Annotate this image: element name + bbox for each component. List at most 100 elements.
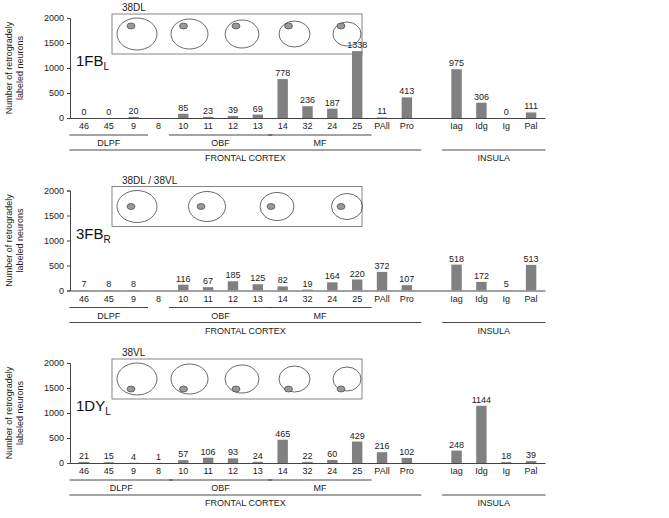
group-underline	[442, 495, 545, 496]
x-tick-label: 11	[203, 121, 212, 131]
y-tick-mark	[67, 191, 70, 192]
x-tick: 12	[228, 291, 238, 304]
x-tick: 8	[156, 118, 161, 131]
group-label: DLPF	[110, 483, 134, 493]
x-tick-label: 32	[302, 121, 312, 131]
data-label: 1144	[472, 395, 491, 405]
bar	[277, 286, 287, 290]
group-label: MF	[313, 138, 326, 148]
bar	[476, 282, 486, 291]
brain-section	[279, 21, 310, 47]
bar	[352, 442, 362, 463]
injection-site	[285, 23, 293, 29]
y-tick: 0	[59, 113, 70, 123]
x-tick: Pal	[525, 463, 538, 476]
x-tick: Iag	[450, 463, 463, 476]
panel-title: 1DYL	[76, 397, 111, 417]
x-tick-label: 12	[228, 466, 238, 476]
x-tick: 8	[156, 463, 161, 476]
panel-title: 3FBR	[76, 225, 111, 245]
bar	[526, 112, 536, 118]
x-tick-label: 45	[104, 294, 114, 304]
x-tick-label: 11	[203, 294, 212, 304]
bar	[352, 51, 362, 118]
brain-section	[225, 20, 259, 48]
panel: 38VL1DYL21154157106932446522604292161022…	[4, 347, 546, 508]
y-tick-label: 500	[49, 261, 64, 271]
bar	[327, 109, 337, 118]
bar	[451, 265, 461, 291]
data-label: 125	[250, 273, 265, 283]
y-tick-mark	[67, 363, 70, 364]
y-axis-title: Number of retrogradelylabeled neurons	[4, 21, 25, 114]
data-label: 106	[201, 447, 216, 457]
x-tick: 25	[352, 118, 362, 131]
data-label: 69	[253, 104, 263, 114]
x-tick-label: 9	[131, 466, 136, 476]
injection-site	[285, 386, 293, 392]
brain-section	[333, 367, 361, 391]
panel-title: 1FBL	[76, 52, 110, 72]
x-tick-label: Ig	[502, 466, 510, 476]
y-tick-mark	[67, 18, 70, 19]
data-label: 22	[302, 451, 312, 461]
x-tick-label: 46	[79, 294, 89, 304]
x-tick-label: 25	[352, 466, 362, 476]
y-tick: 2000	[44, 13, 70, 23]
injection-site	[267, 204, 275, 210]
data-label: 93	[228, 447, 238, 457]
x-tick: Iag	[450, 118, 463, 131]
data-label: 220	[350, 269, 365, 279]
data-label: 23	[203, 106, 213, 116]
bar	[79, 462, 89, 463]
y-tick-mark	[67, 388, 70, 389]
x-tick-label: 9	[131, 121, 136, 131]
x-tick: PAll	[374, 118, 389, 131]
x-axis: 4645981011121314322425PAllProIagIdgIgPal	[71, 291, 546, 304]
x-tick: 32	[302, 118, 312, 131]
y-tick: 1000	[44, 236, 70, 246]
data-label: 57	[178, 449, 188, 459]
x-tick: 10	[178, 291, 188, 304]
data-label: 82	[278, 275, 288, 285]
y-tick-mark	[67, 266, 70, 267]
x-tick: Pal	[525, 118, 538, 131]
x-tick-label: 8	[156, 121, 161, 131]
x-tick: 14	[278, 291, 288, 304]
brain-section	[189, 192, 226, 222]
x-tick: PAll	[374, 463, 389, 476]
inset-label: 38VL	[122, 347, 146, 358]
x-tick: 13	[253, 463, 263, 476]
brain-section	[171, 19, 208, 49]
brain-section	[279, 366, 310, 392]
data-label: 8	[106, 279, 111, 289]
y-axis: 0500100015002000	[44, 13, 71, 123]
y-tick-mark	[67, 413, 70, 414]
y-axis-line	[67, 364, 71, 464]
y-tick-mark	[67, 43, 70, 44]
y-tick: 1500	[44, 383, 70, 393]
x-tick-label: Pal	[525, 294, 538, 304]
x-tick: 13	[253, 118, 263, 131]
bar	[277, 440, 287, 463]
data-label: 111	[524, 101, 538, 111]
injection-site	[127, 23, 135, 29]
bars	[79, 406, 537, 463]
x-tick-label: 46	[79, 121, 89, 131]
injection-site	[180, 386, 188, 392]
x-tick-label: 24	[327, 466, 337, 476]
y-tick: 2000	[44, 358, 70, 368]
data-label: 7	[81, 279, 86, 289]
data-label: 1	[156, 452, 161, 462]
x-tick-label: 13	[253, 466, 263, 476]
data-label: 11	[377, 106, 386, 116]
x-tick-label: Iag	[450, 294, 463, 304]
y-axis-title: Number of retrogradelylabeled neurons	[4, 366, 25, 459]
x-tick-label: 8	[156, 466, 161, 476]
bar	[228, 458, 238, 463]
inset-frame	[112, 14, 362, 54]
x-tick: 14	[278, 118, 288, 131]
data-label: 60	[327, 449, 337, 459]
y-tick-label: 500	[49, 88, 64, 98]
x-tick-label: Pro	[400, 121, 414, 131]
